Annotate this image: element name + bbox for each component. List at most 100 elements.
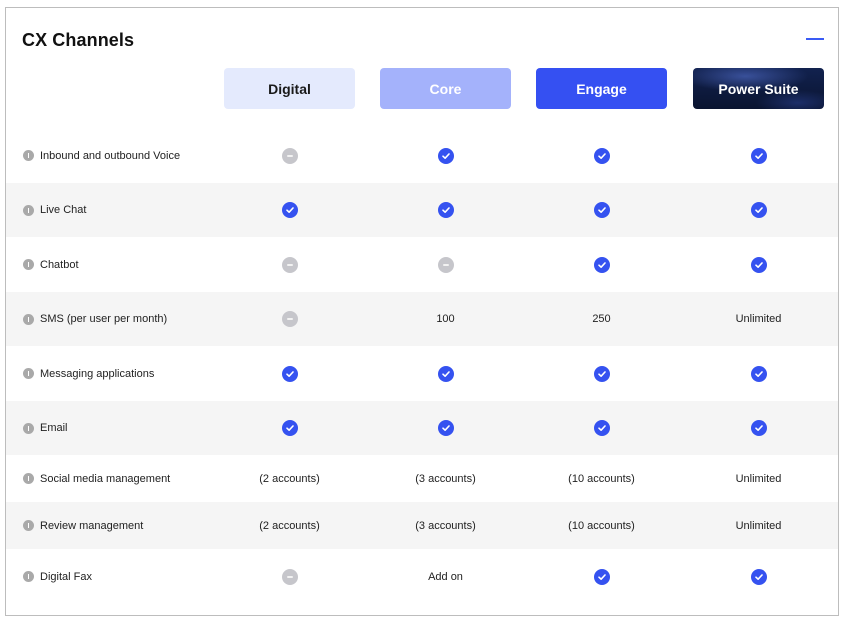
feature-cell-engage: (10 accounts) [536, 520, 667, 532]
feature-cell-digital: (2 accounts) [224, 473, 355, 485]
table-row: Email [6, 401, 838, 455]
check-circle-icon [750, 365, 767, 382]
check-circle-icon [593, 202, 610, 218]
feature-cell-core: Add on [380, 571, 511, 583]
feature-cell-core [380, 202, 511, 218]
feature-label: SMS (per user per month) [23, 313, 167, 325]
feature-name: Review management [40, 519, 144, 532]
info-icon[interactable] [23, 150, 34, 161]
table-row: Social media management (2 accounts) (3 ac… [6, 455, 838, 502]
plan-digital-button[interactable]: Digital [224, 68, 355, 109]
feature-cell-digital [224, 365, 355, 382]
minus-circle-icon [437, 256, 454, 273]
feature-cell-power-suite: Unlimited [693, 520, 824, 532]
check-circle-icon [593, 568, 610, 585]
feature-cell-digital [224, 420, 355, 436]
feature-value: 250 [592, 313, 611, 325]
feature-cell-power-suite [693, 365, 824, 382]
plan-core-button[interactable]: Core [380, 68, 511, 109]
feature-cell-core [380, 256, 511, 273]
check-circle-icon [593, 365, 610, 382]
table-row: Messaging applications [6, 346, 838, 401]
feature-cell-digital [224, 256, 355, 273]
feature-cell-digital: (2 accounts) [224, 520, 355, 532]
feature-name: SMS (per user per month) [40, 313, 168, 325]
plan-engage-button[interactable]: Engage [536, 68, 667, 109]
feature-value: (10 accounts) [568, 472, 635, 485]
feature-label: Social media management [23, 473, 170, 485]
feature-cell-digital [224, 147, 355, 164]
feature-label: Email [23, 422, 68, 434]
info-icon[interactable] [23, 368, 34, 379]
check-circle-icon [593, 147, 610, 164]
info-icon[interactable] [23, 259, 34, 270]
cx-channels-panel: CX Channels Digital Core Engage Power Su… [5, 7, 839, 616]
feature-cell-engage: 250 [536, 313, 667, 325]
check-circle-icon [281, 420, 298, 436]
feature-cell-digital [224, 311, 355, 327]
feature-cell-engage [536, 420, 667, 436]
feature-value: (10 accounts) [568, 519, 635, 532]
feature-value: (2 accounts) [259, 472, 320, 485]
feature-cell-digital [224, 202, 355, 218]
feature-name: Chatbot [40, 258, 79, 271]
minus-circle-icon [281, 568, 298, 585]
feature-label: Review management [23, 520, 143, 532]
feature-cell-power-suite [693, 147, 824, 164]
feature-value: Unlimited [735, 519, 782, 532]
info-icon[interactable] [23, 473, 34, 484]
info-icon[interactable] [23, 204, 34, 216]
feature-name: Inbound and outbound Voice [40, 149, 181, 162]
feature-cell-power-suite [693, 256, 824, 273]
check-circle-icon [437, 202, 454, 218]
info-icon[interactable] [23, 571, 34, 582]
check-circle-icon [750, 420, 767, 436]
feature-value: (3 accounts) [415, 472, 476, 485]
feature-label: Inbound and outbound Voice [23, 150, 180, 162]
minus-circle-icon [281, 256, 298, 273]
feature-cell-engage [536, 202, 667, 218]
feature-value: (3 accounts) [415, 519, 476, 532]
feature-value: 100 [436, 313, 455, 325]
feature-cell-power-suite [693, 568, 824, 585]
check-circle-icon [593, 256, 610, 273]
minus-circle-icon [281, 147, 298, 164]
feature-value: Unlimited [735, 313, 782, 325]
feature-value: Unlimited [735, 472, 782, 485]
table-row: Chatbot [6, 237, 838, 292]
feature-cell-core [380, 365, 511, 382]
feature-label: Messaging applications [23, 368, 154, 380]
info-icon[interactable] [23, 422, 34, 434]
check-circle-icon [437, 420, 454, 436]
feature-cell-core: (3 accounts) [380, 473, 511, 485]
feature-cell-core [380, 420, 511, 436]
feature-cell-engage [536, 256, 667, 273]
check-circle-icon [437, 147, 454, 164]
feature-cell-core: (3 accounts) [380, 520, 511, 532]
check-circle-icon [593, 420, 610, 436]
feature-value: Add on [428, 570, 463, 583]
plan-power-suite-button[interactable]: Power Suite [693, 68, 824, 109]
info-icon[interactable] [23, 520, 34, 531]
check-circle-icon [750, 202, 767, 218]
feature-value: (2 accounts) [259, 519, 320, 532]
check-circle-icon [750, 568, 767, 585]
feature-cell-power-suite: Unlimited [693, 313, 824, 325]
table-row: Live Chat [6, 183, 838, 237]
feature-cell-engage [536, 147, 667, 164]
feature-label: Chatbot [23, 259, 79, 271]
feature-label: Digital Fax [23, 571, 92, 583]
feature-cell-engage: (10 accounts) [536, 473, 667, 485]
check-circle-icon [750, 256, 767, 273]
feature-cell-power-suite: Unlimited [693, 473, 824, 485]
info-icon[interactable] [23, 313, 34, 325]
feature-label: Live Chat [23, 204, 86, 216]
feature-name: Email [40, 422, 68, 434]
collapse-minus-icon[interactable] [806, 38, 824, 40]
feature-name: Messaging applications [40, 367, 155, 380]
feature-name: Live Chat [40, 204, 87, 216]
feature-cell-engage [536, 568, 667, 585]
table-row: Digital Fax Add on [6, 549, 838, 604]
table-row: Inbound and outbound Voice [6, 128, 838, 183]
minus-circle-icon [281, 311, 298, 327]
